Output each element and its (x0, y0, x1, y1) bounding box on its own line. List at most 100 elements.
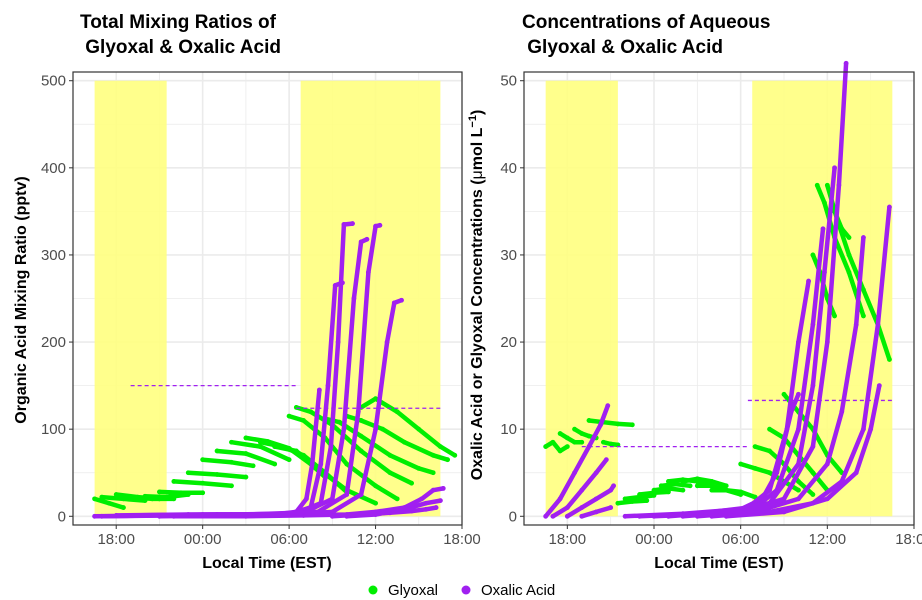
left-oxalic-acid-point (318, 461, 324, 467)
right-oxalic-acid-point (605, 403, 611, 409)
left-glyoxal-point (358, 433, 364, 439)
left-glyoxal-point (430, 452, 436, 458)
right-glyoxal-point (608, 441, 614, 447)
right-glyoxal-point (738, 489, 744, 495)
left-y-tick-label: 300 (41, 247, 66, 264)
right-oxalic-acid-point (608, 505, 614, 510)
left-oxalic-acid-point (243, 513, 249, 519)
right-glyoxal-curve-11 (680, 476, 729, 489)
right-oxalic-acid-point (796, 339, 801, 345)
right-oxalic-acid-point (810, 322, 816, 328)
right-oxalic-acid-point (810, 444, 816, 449)
right-panel-border (523, 71, 915, 526)
left-glyoxal-point (185, 470, 191, 476)
right-glyoxal-point (557, 431, 563, 436)
left-glyoxal-point (229, 439, 234, 445)
right-oxalic-acid-point (810, 383, 816, 389)
right-oxalic-acid-point (796, 426, 801, 432)
right-glyoxal-point (824, 182, 830, 188)
right-oxalic-acid-point (875, 322, 881, 328)
right-oxalic-acid-point (550, 513, 556, 519)
left-glyoxal-point (337, 419, 342, 425)
left-glyoxal-point (164, 494, 170, 500)
left-glyoxal-point (243, 474, 249, 480)
left-glyoxal-point (387, 452, 393, 458)
left-glyoxal-point (437, 444, 443, 449)
right-glyoxal-point (615, 421, 621, 427)
left-oxalic-acid-point (391, 300, 397, 306)
left-oxalic-acid-point (373, 223, 378, 229)
right-glyoxal-point (615, 500, 621, 506)
left-oxalic-acid-point (351, 296, 357, 301)
left-oxalic-acid-point (355, 409, 361, 415)
left-oxalic-acid-point (358, 492, 364, 497)
right-glyoxal-point (550, 439, 556, 445)
right-oxalic-acid-point (784, 426, 790, 432)
right-glyoxal-point (629, 422, 635, 428)
right-glyoxal-point (767, 448, 772, 454)
right-oxalic-acid-point (564, 513, 570, 519)
left-glyoxal-point (308, 409, 314, 415)
right-glyoxal-point (622, 496, 628, 502)
right-title-line2: Glyoxal & Oxalic Acid (522, 37, 723, 58)
right-oxalic-acid-point (603, 457, 609, 463)
left-oxalic-acid-point (423, 500, 429, 506)
left-glyoxal-point (178, 490, 184, 496)
left-oxalic-acid-point (304, 496, 309, 502)
right-y-axis-title-mu: μ (469, 170, 486, 179)
left-glyoxal-point (380, 426, 386, 432)
right-glyoxal-point (846, 235, 852, 240)
left-glyoxal-point (229, 459, 234, 465)
right-glyoxal-point (579, 439, 585, 445)
left-glyoxal-point (344, 461, 350, 467)
right-glyoxal-point (694, 483, 700, 489)
right-y-tick-label: 50 (500, 73, 517, 90)
left-glyoxal-point (142, 493, 148, 499)
left-oxalic-acid-point (437, 498, 443, 504)
right-glyoxal-point (861, 313, 866, 319)
right-oxalic-acid-point (598, 422, 603, 428)
left-glyoxal-point (250, 463, 256, 469)
right-oxalic-acid-point (822, 269, 827, 275)
left-y-tick-label: 100 (41, 421, 66, 438)
right-glyoxal-point (810, 492, 816, 497)
right-glyoxal-curve-3 (586, 418, 635, 428)
left-oxalic-acid-point (328, 444, 334, 449)
left-x-tick-label: 06:00 (270, 531, 308, 548)
right-oxalic-acid-point (806, 278, 811, 284)
left-glyoxal-point (373, 483, 378, 489)
left-x-axis-title: Local Time (EST) (202, 555, 332, 572)
right-glyoxal-point (687, 483, 693, 489)
right-oxalic-acid-point (796, 496, 801, 502)
left-glyoxal-point (257, 439, 263, 445)
right-glyoxal-point (832, 313, 837, 319)
left-glyoxal-point (373, 500, 378, 506)
left-oxalic-acid-point (341, 222, 347, 227)
right-y-tick-label: 30 (500, 247, 517, 264)
left-glyoxal-point (99, 494, 105, 500)
right-glyoxal-curve-1 (557, 431, 585, 445)
left-glyoxal-point (358, 418, 364, 423)
left-glyoxal-point (286, 413, 292, 419)
right-oxalic-acid-point (887, 204, 892, 210)
right-glyoxal-point (738, 461, 744, 467)
left-glyoxal-point (387, 470, 393, 476)
right-x-tick-label: 06:00 (722, 531, 760, 548)
right-glyoxal-point (564, 435, 570, 441)
right-oxalic-acid-point (781, 509, 787, 515)
right-oxalic-acid-point (579, 505, 585, 510)
right-glyoxal-point (846, 252, 852, 258)
right-oxalic-acid-point (836, 182, 842, 188)
right-glyoxal-point (586, 418, 592, 423)
right-x-tick-label: 00:00 (635, 531, 673, 548)
left-glyoxal-curve-14 (286, 413, 400, 502)
right-glyoxal-point (680, 487, 686, 493)
right-y-axis-title-main: Oxalic Acid or Glyoxal Concentrations ( (469, 179, 486, 480)
left-daytime-shade-0 (94, 80, 167, 517)
left-oxalic-acid-point (301, 513, 306, 518)
left-plot-panel: 18:00 00:00 06:00 12:00 18:00 0 100 200 300 400 50… (41, 71, 481, 548)
left-chart: Total Mixing Ratios of Glyoxal & Oxalic … (13, 12, 481, 572)
right-glyoxal-point (543, 444, 549, 449)
left-oxalic-acid-point (419, 496, 425, 502)
left-glyoxal-point (200, 480, 206, 486)
